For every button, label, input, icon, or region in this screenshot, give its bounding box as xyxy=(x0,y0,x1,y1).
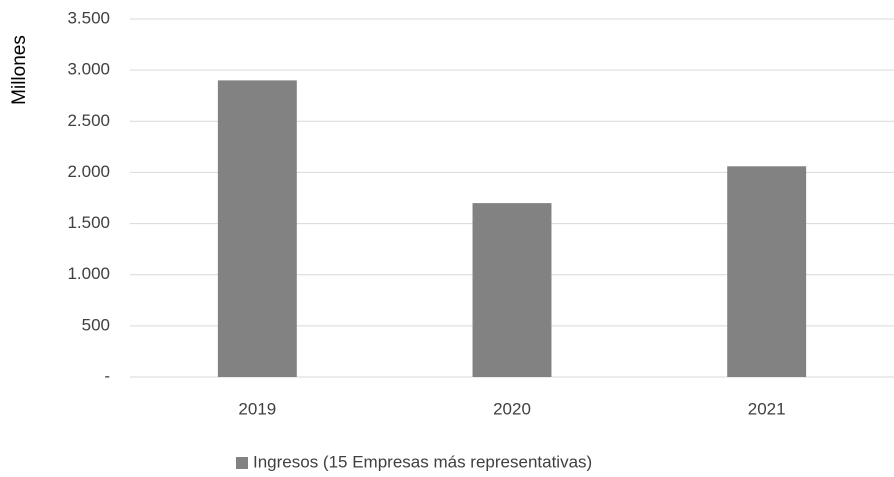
x-tick-label: 2019 xyxy=(238,399,276,418)
y-tick-label: 1.500 xyxy=(67,213,110,232)
bar xyxy=(727,166,807,377)
bar xyxy=(472,203,552,377)
legend-label: Ingresos (15 Empresas más representativa… xyxy=(253,452,592,471)
x-tick-label: 2020 xyxy=(493,399,531,418)
y-tick-label: 2.000 xyxy=(67,162,110,181)
legend-swatch xyxy=(236,457,248,469)
x-tick-label: 2021 xyxy=(748,399,786,418)
y-tick-label: - xyxy=(104,366,110,385)
y-axis-label: Millones xyxy=(9,35,30,105)
bar xyxy=(217,80,297,377)
y-tick-label: 2.500 xyxy=(67,111,110,130)
y-tick-label: 1.000 xyxy=(67,264,110,283)
y-tick-label: 3.500 xyxy=(67,8,110,27)
y-tick-label: 500 xyxy=(82,315,110,334)
y-tick-label: 3.000 xyxy=(67,60,110,79)
